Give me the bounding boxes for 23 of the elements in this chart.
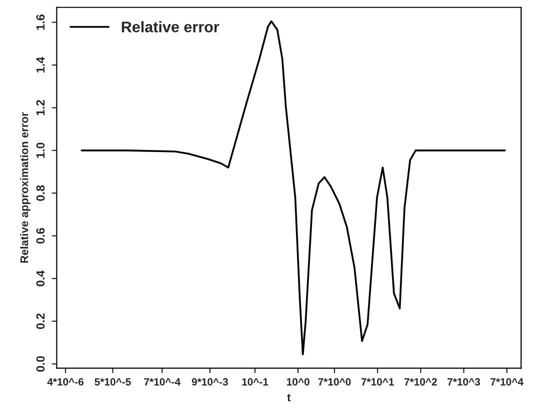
x-tick-label: 7*10^0 <box>318 378 351 386</box>
x-tick-label: 9*10^-3 <box>192 378 228 386</box>
x-tick-label: 10^-1 <box>242 378 268 386</box>
y-tick-label: 0.6 <box>36 228 45 244</box>
y-tick-label: 1.0 <box>36 142 45 158</box>
x-tick-label: 7*10^3 <box>448 378 480 386</box>
y-tick-label: 1.2 <box>36 100 45 116</box>
x-tick-label: 7*10^4 <box>490 378 524 386</box>
x-tick-label: 5*10^-5 <box>94 378 131 386</box>
x-tick-label: 7*10^1 <box>361 378 394 386</box>
x-tick-label: 7*10^2 <box>404 378 437 386</box>
x-axis-title: t <box>287 394 291 402</box>
y-tick-label: 0.2 <box>36 313 45 329</box>
y-tick-label: 1.4 <box>36 56 45 72</box>
x-tick-label: 4*10^-6 <box>47 378 84 386</box>
y-tick-label: 0.8 <box>36 185 45 201</box>
y-axis-title: Relative approximation error <box>20 112 30 263</box>
x-tick-label: 10^0 <box>287 378 310 386</box>
y-tick-label: 0.4 <box>36 270 45 286</box>
y-tick-label: 0.0 <box>36 356 45 372</box>
legend-label: Relative error <box>122 21 220 32</box>
x-tick-label: 7*10^-4 <box>144 378 180 386</box>
y-tick-label: 1.6 <box>36 14 45 30</box>
